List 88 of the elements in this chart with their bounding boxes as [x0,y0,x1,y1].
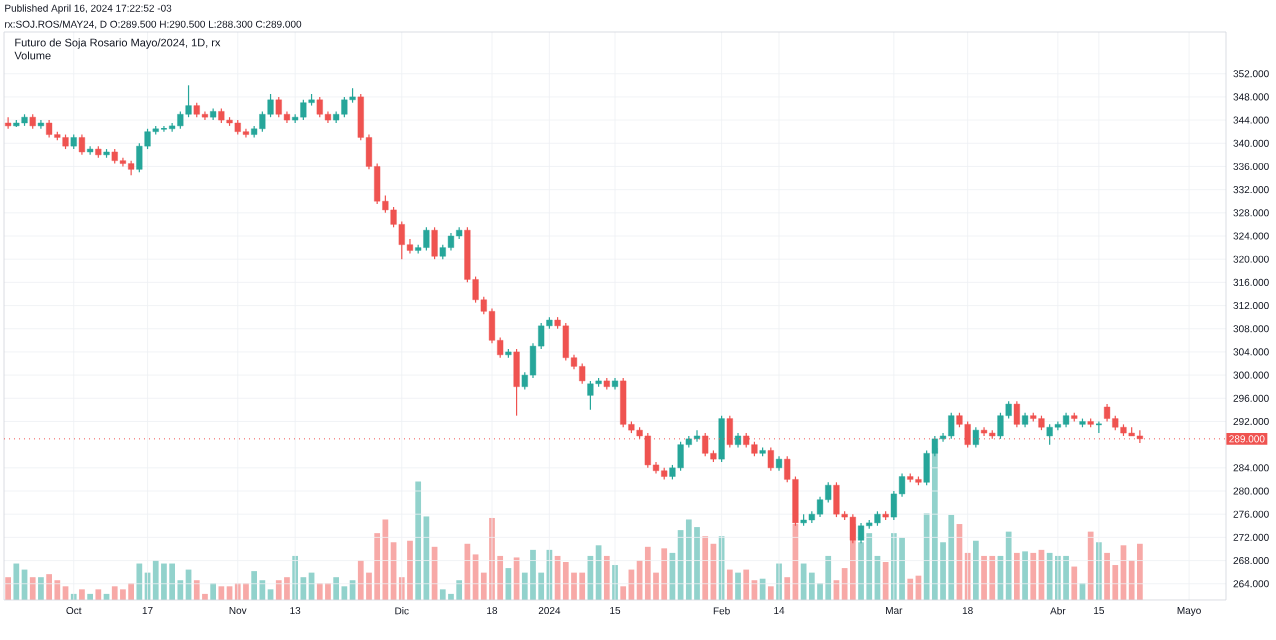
bar [136,563,143,600]
bar [13,563,20,600]
bar [333,577,340,600]
bar [1030,552,1037,600]
candlestick [300,99,307,121]
bar [948,514,955,600]
bar [866,533,873,600]
candlestick [587,380,594,411]
candlestick [980,426,988,437]
candlestick [78,133,85,156]
candlestick [201,110,209,121]
candlestick [620,377,627,428]
bar [456,580,463,600]
bar [530,549,536,600]
candlestick [833,481,840,518]
bar [169,563,176,600]
bar [29,577,36,600]
bar [767,586,774,600]
bar [1137,543,1143,600]
candlestick [5,116,12,130]
bar [972,540,979,600]
bar [243,583,249,600]
bar [161,563,167,600]
bar [128,583,135,600]
bar [981,555,987,600]
bar [825,555,832,600]
bar [1022,551,1028,600]
bar [218,586,225,600]
bar [111,586,118,600]
bar [357,560,364,600]
bar [38,577,44,600]
bar [251,571,258,600]
bar [579,572,586,600]
bar [284,577,290,600]
bar [907,578,914,600]
candlestick [513,348,520,417]
bar [79,589,85,600]
bar [1013,552,1020,600]
bar [694,527,700,600]
bar [1104,552,1110,600]
bar [808,572,815,600]
candlestick [693,429,701,443]
candlestick [341,96,348,118]
candlestick [423,226,430,252]
bar [603,555,610,600]
candlestick [718,415,725,463]
bar [1063,555,1069,600]
bar [210,583,217,600]
bar [46,574,52,600]
candlestick [1013,400,1020,428]
bar [5,577,11,600]
candlestick [316,96,323,118]
bar [685,519,692,600]
bar [743,569,750,600]
bar [193,580,200,600]
candlestick [767,446,774,472]
candlestick [1046,423,1053,446]
candlestick [275,96,282,118]
candlestick [169,122,176,133]
bar [275,580,282,600]
bar [726,569,733,600]
bar [152,560,159,600]
bar [120,589,126,600]
bar [931,448,938,600]
bar [702,536,709,600]
candlestick [677,441,684,472]
bar [1005,531,1012,600]
bar [562,562,569,600]
bar [882,562,889,600]
bar [1087,531,1094,600]
candlestick [160,125,168,133]
bar [54,580,61,600]
bar [644,546,651,600]
bar [95,589,102,600]
bar [735,572,741,600]
bar [1046,552,1053,600]
bar [407,540,413,600]
bar [1071,566,1078,600]
bar [661,548,668,600]
bar [316,583,323,600]
candlestick [431,226,438,260]
bar [899,537,905,600]
bar [415,481,422,600]
candlestick [948,412,955,440]
bar [382,519,389,600]
bar [989,555,996,600]
bar [439,589,446,600]
bar [325,583,331,600]
